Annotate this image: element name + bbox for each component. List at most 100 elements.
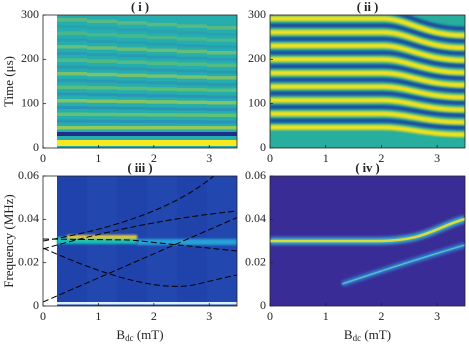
stripe <box>270 56 465 76</box>
stripe <box>87 112 117 117</box>
stripe <box>207 70 237 74</box>
stripe <box>147 29 177 33</box>
axes-box <box>42 175 238 307</box>
x-label-main: B <box>116 327 125 342</box>
stripe <box>147 87 177 91</box>
stripe <box>394 15 465 31</box>
y-tick-label: 0 <box>260 140 266 154</box>
y-tick-label: 0.02 <box>18 254 39 268</box>
stripe <box>207 76 237 80</box>
stripe <box>147 120 177 124</box>
stripe <box>207 120 237 124</box>
stripe <box>57 38 87 42</box>
stripe <box>270 16 465 38</box>
y-tick-label: 0.04 <box>245 211 266 225</box>
y-tick-label: 200 <box>248 51 266 65</box>
stripe <box>117 28 147 32</box>
stripe <box>147 140 177 146</box>
y-axis-label: Frequency (MHz) <box>1 194 16 288</box>
stripe <box>87 72 117 77</box>
stripe <box>177 31 207 35</box>
stripe <box>177 69 207 73</box>
x-label-unit: (mT) <box>137 327 164 342</box>
stripe <box>117 119 147 123</box>
resonance <box>270 217 465 243</box>
stripe <box>57 52 87 55</box>
panel-title: ( iii ) <box>128 161 153 175</box>
stripe <box>87 19 117 24</box>
x-tick-label: 3 <box>206 151 212 165</box>
stripe <box>87 79 117 83</box>
model-line <box>43 247 237 287</box>
band <box>57 237 137 244</box>
stripe <box>147 22 177 27</box>
stripe <box>117 67 147 71</box>
stripe <box>270 29 465 51</box>
stripe <box>117 99 147 104</box>
stripe <box>177 87 207 92</box>
stripe <box>117 21 147 25</box>
y-tick-label: 0.02 <box>245 254 266 268</box>
stripe <box>57 119 87 123</box>
y-axis-label: Time (μs) <box>1 56 16 107</box>
x-axis-label: Bdc (mT) <box>344 327 391 343</box>
stripe <box>270 105 465 118</box>
stripe <box>117 132 147 136</box>
y-tick-label: 0.06 <box>18 168 39 182</box>
stripe <box>57 58 87 62</box>
stripe <box>207 26 237 30</box>
stripe <box>57 85 87 89</box>
stripe <box>177 140 207 146</box>
stripe <box>270 50 465 68</box>
stripe <box>117 86 147 91</box>
y-tick-label: 0.06 <box>245 168 266 182</box>
heatmap-bg <box>57 15 237 148</box>
axes-box <box>269 175 466 307</box>
band <box>137 239 237 245</box>
model-line <box>43 210 237 250</box>
x-label-main: B <box>344 327 353 342</box>
stripe <box>87 53 117 57</box>
axes-box <box>269 14 466 149</box>
stripe <box>207 132 237 136</box>
stripe <box>177 44 207 48</box>
stripe <box>207 88 237 92</box>
stripe <box>177 100 207 105</box>
model-line <box>43 238 237 252</box>
stripe <box>177 24 207 28</box>
stripe <box>270 23 465 43</box>
x-label-unit: (mT) <box>364 327 391 342</box>
stripe <box>57 18 87 22</box>
x-tick-label: 1 <box>95 309 101 323</box>
y-tick-label: 100 <box>21 95 39 109</box>
stripe <box>87 99 117 103</box>
stripe <box>147 42 177 46</box>
model-line <box>43 176 215 242</box>
stripe <box>207 83 237 86</box>
stripe <box>57 112 87 116</box>
stripe <box>87 126 117 130</box>
y-tick-label: 0 <box>33 140 39 154</box>
stripe <box>270 124 465 138</box>
stripe <box>87 132 117 136</box>
stripe <box>117 60 147 64</box>
stripe <box>147 35 177 40</box>
stripe <box>87 93 117 97</box>
y-tick-label: 200 <box>21 51 39 65</box>
stripe <box>87 39 117 43</box>
stripe <box>177 126 207 130</box>
stripe <box>117 93 147 97</box>
stripe <box>177 37 207 41</box>
stripe <box>57 92 87 96</box>
x-tick-label: 2 <box>378 151 384 165</box>
stripe <box>117 106 147 110</box>
x-tick-label: 1 <box>323 309 329 323</box>
stripe <box>270 111 465 125</box>
stripe <box>147 100 177 104</box>
stripe <box>177 107 207 111</box>
stripe <box>177 62 207 66</box>
plot-area <box>57 15 237 148</box>
stripe <box>270 97 465 113</box>
x-tick-label: 3 <box>206 309 212 323</box>
stripe <box>207 108 237 111</box>
